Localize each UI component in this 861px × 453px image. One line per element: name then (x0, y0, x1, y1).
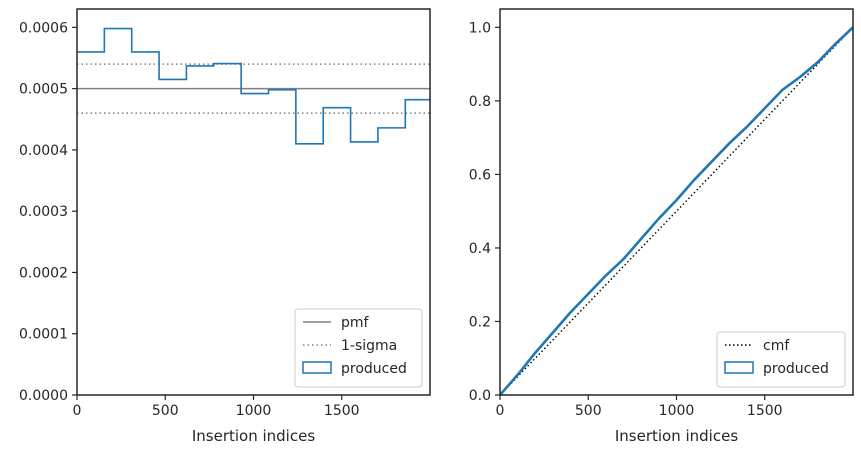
legend-swatch-produced (724, 361, 754, 374)
chart-pmf-xlabel: Insertion indices (192, 427, 315, 445)
y-tick-label: 0.4 (469, 241, 491, 257)
y-tick-label: 0.0000 (19, 388, 68, 404)
produced-cumulative-line (499, 26, 854, 396)
chart-pmf-ticks: 0 500 1000 1500 0.0000 0.0001 0.0002 0.0003 0.00… (19, 20, 360, 419)
chart-pmf-marks (77, 27, 430, 145)
x-tick-label: 500 (152, 403, 179, 419)
y-tick-label: 0.0005 (19, 82, 68, 98)
x-tick-label: 1500 (747, 403, 783, 419)
y-tick-label: 0.8 (469, 94, 491, 110)
y-tick-label: 1.0 (469, 20, 491, 36)
x-tick-label: 500 (575, 403, 602, 419)
chart-cmf-ticks: 0 500 1000 1500 0.0 0.2 0.4 0.6 0.8 1.0 (469, 20, 783, 419)
x-tick-label: 0 (496, 403, 505, 419)
chart-cmf-legend: cmf produced (716, 331, 846, 388)
legend-label-produced: produced (341, 361, 407, 377)
y-tick-label: 0.0004 (19, 143, 68, 159)
legend-label-produced: produced (763, 361, 829, 377)
y-tick-label: 0.0003 (19, 204, 68, 220)
produced-step (77, 27, 430, 145)
chart-cmf-xlabel: Insertion indices (615, 427, 738, 445)
x-tick-label: 1000 (236, 403, 272, 419)
legend-swatch-produced (302, 361, 332, 374)
x-tick-label: 1000 (659, 403, 695, 419)
y-tick-label: 0.6 (469, 167, 491, 183)
y-tick-label: 0.0006 (19, 20, 68, 36)
chart-pmf-histogram: 0 500 1000 1500 0.0000 0.0001 0.0002 0.0003 0.00… (19, 8, 431, 445)
legend-label-cmf: cmf (763, 338, 790, 354)
y-tick-label: 0.0001 (19, 327, 68, 343)
cmf-line (499, 26, 854, 396)
chart-cmf-line: 0 500 1000 1500 0.0 0.2 0.4 0.6 0.8 1.0 Insertion… (469, 8, 854, 445)
legend-label-pmf: pmf (341, 315, 370, 331)
y-tick-label: 0.0 (469, 388, 491, 404)
chart-cmf-marks (499, 26, 854, 396)
legend-label-sigma: 1-sigma (341, 338, 397, 354)
chart-pmf-legend: pmf 1-sigma produced (294, 308, 423, 388)
y-tick-label: 0.0002 (19, 265, 68, 281)
y-tick-label: 0.2 (469, 314, 491, 330)
x-tick-label: 0 (73, 403, 82, 419)
legend-box (294, 308, 423, 388)
x-tick-label: 1500 (324, 403, 360, 419)
